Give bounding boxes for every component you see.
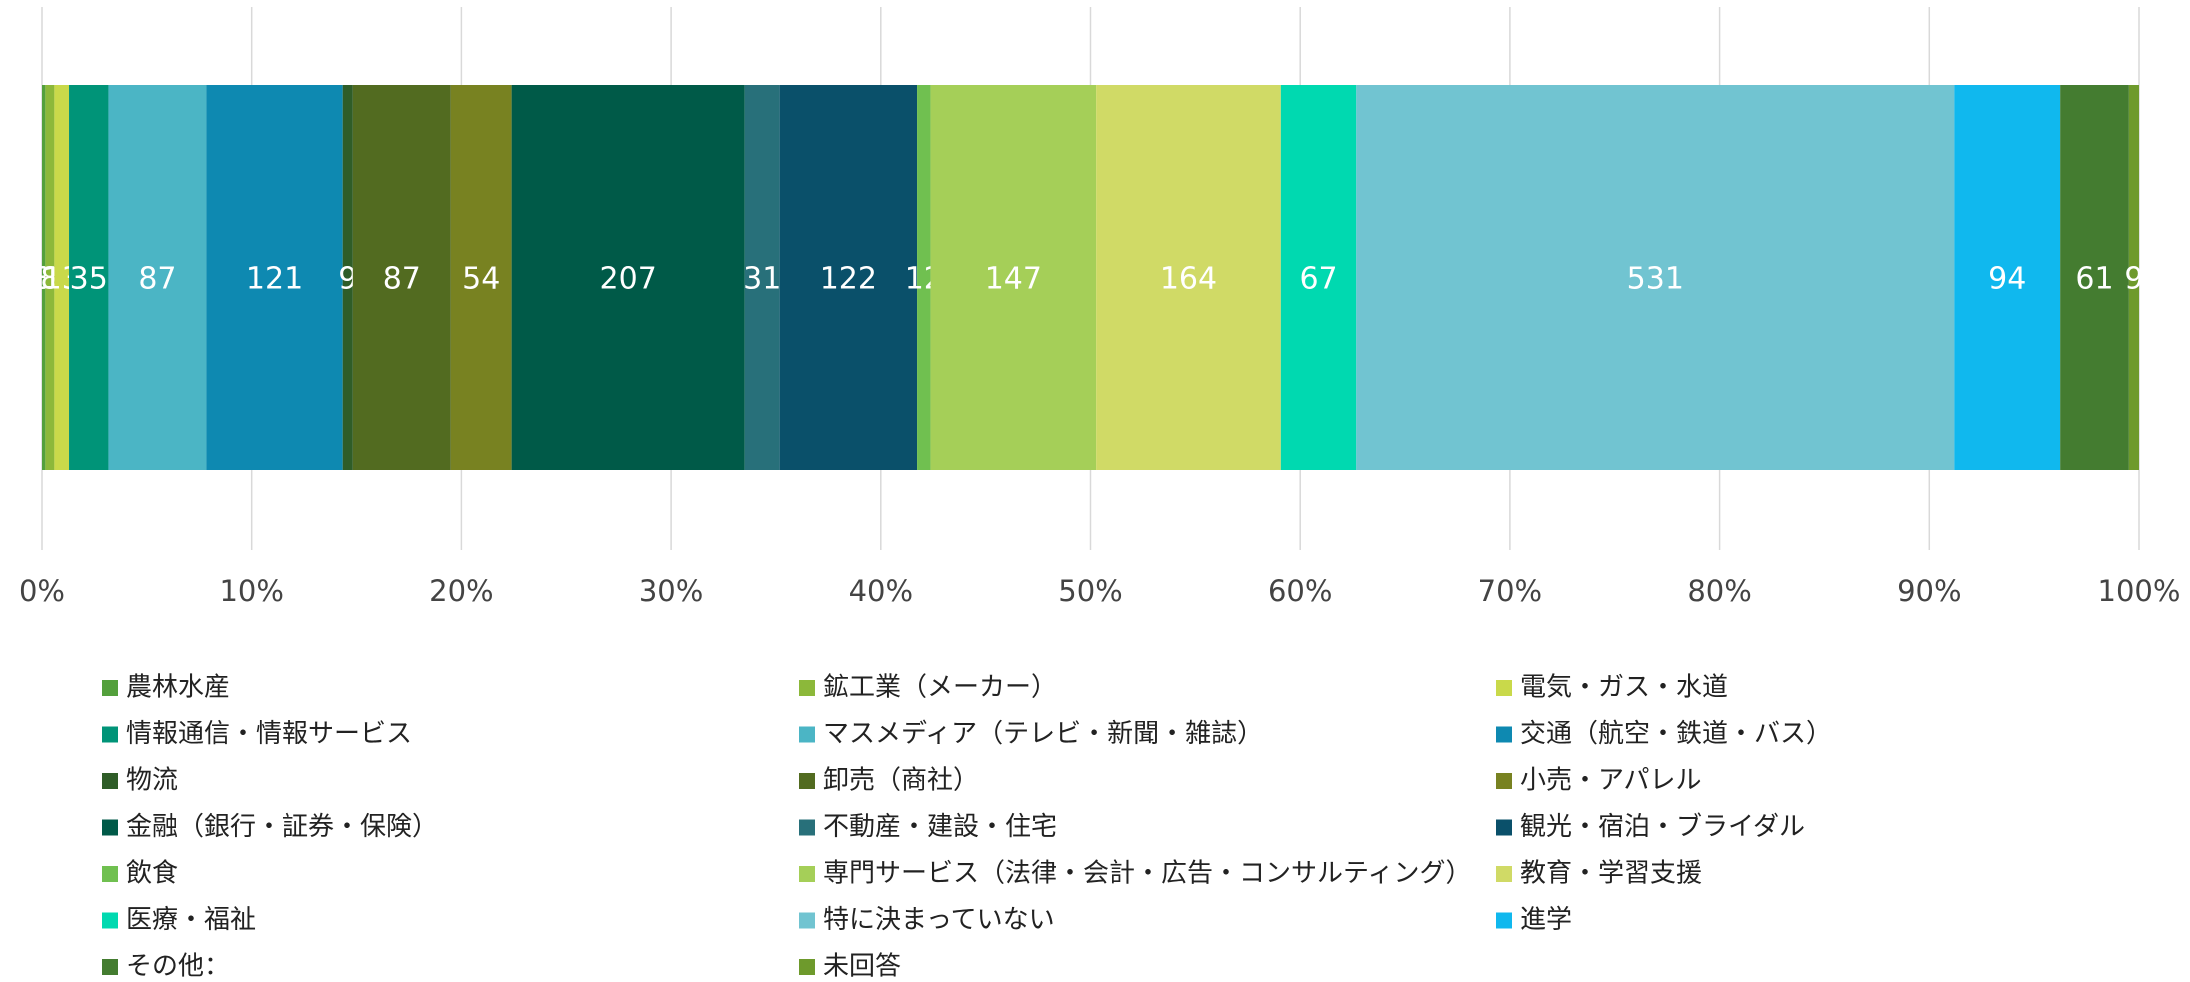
legend-swatch bbox=[102, 866, 118, 882]
legend-swatch bbox=[799, 819, 815, 836]
bar-segment bbox=[917, 85, 931, 470]
bar-segment bbox=[42, 85, 46, 470]
legend-swatch bbox=[1496, 912, 1512, 929]
legend-label: 観光・宿泊・ブライダル bbox=[1520, 812, 1805, 842]
legend-label: 進学 bbox=[1520, 905, 1572, 935]
bar-segment bbox=[2060, 85, 2129, 470]
legend-label: 電気・ガス・水道 bbox=[1520, 673, 1728, 703]
legend-label: 農林水産 bbox=[126, 673, 230, 703]
data-label: 531 bbox=[1627, 262, 1684, 297]
bar-segment bbox=[1096, 85, 1281, 470]
legend-swatch bbox=[799, 866, 815, 882]
bar-segment bbox=[1954, 85, 2061, 470]
legend-swatch bbox=[1496, 680, 1512, 696]
data-label: 94 bbox=[1988, 262, 2026, 297]
data-label: 35 bbox=[70, 262, 108, 297]
legend-swatch bbox=[1496, 866, 1512, 882]
bar-segment bbox=[450, 85, 512, 470]
bar-segment bbox=[45, 85, 55, 470]
data-label: 87 bbox=[138, 262, 176, 297]
data-label: 54 bbox=[462, 262, 500, 297]
data-label: 9 bbox=[338, 262, 357, 297]
legend-swatch bbox=[799, 726, 815, 743]
legend-swatch bbox=[1496, 773, 1512, 789]
legend-swatch bbox=[799, 959, 815, 975]
x-tick-label: 60% bbox=[1268, 574, 1332, 608]
data-label: 207 bbox=[600, 262, 657, 297]
x-tick-label: 80% bbox=[1687, 574, 1751, 608]
legend-label: 物流 bbox=[126, 766, 178, 796]
bar-segment bbox=[1280, 85, 1357, 470]
data-label: 67 bbox=[1299, 262, 1337, 297]
x-tick-label: 0% bbox=[19, 574, 65, 608]
legend-swatch bbox=[1496, 726, 1512, 743]
legend-swatch bbox=[102, 819, 118, 836]
data-label: 31 bbox=[743, 262, 781, 297]
bar-segment bbox=[69, 85, 109, 470]
legend-label: 未回答 bbox=[823, 952, 901, 982]
legend-label: その他： bbox=[126, 952, 230, 982]
legend-swatch bbox=[102, 959, 118, 975]
data-label: 122 bbox=[820, 262, 877, 297]
data-label: 164 bbox=[1160, 262, 1217, 297]
x-tick-label: 30% bbox=[639, 574, 703, 608]
x-tick-label: 10% bbox=[219, 574, 283, 608]
legend-swatch bbox=[102, 773, 118, 789]
legend-label: 交通（航空・鉄道・バス） bbox=[1520, 719, 1832, 749]
legend-label: 飲食 bbox=[126, 859, 178, 889]
x-tick-label: 50% bbox=[1058, 574, 1122, 608]
legend-label: 情報通信・情報サービス bbox=[126, 719, 412, 749]
legend-swatch bbox=[799, 912, 815, 929]
bar-segment bbox=[206, 85, 343, 470]
data-label: 121 bbox=[246, 262, 303, 297]
legend-label: 不動産・建設・住宅 bbox=[823, 812, 1057, 842]
legend-swatch bbox=[102, 726, 118, 743]
legend-label: 専門サービス（法律・会計・広告・コンサルティング） bbox=[823, 859, 1471, 889]
legend-swatch bbox=[799, 680, 815, 696]
legend-label: 金融（銀行・証券・保険） bbox=[126, 812, 438, 842]
bar-segment bbox=[779, 85, 918, 470]
x-tick-label: 100% bbox=[2098, 574, 2181, 608]
data-label: 9 bbox=[2124, 262, 2143, 297]
legend-label: 教育・学習支援 bbox=[1520, 859, 1702, 889]
legend-label: 小売・アパレル bbox=[1520, 766, 1701, 796]
bar-segment bbox=[342, 85, 353, 470]
legend-swatch bbox=[102, 912, 118, 929]
bar-segment bbox=[930, 85, 1097, 470]
legend-label: 特に決まっていない bbox=[823, 905, 1055, 935]
x-tick-label: 90% bbox=[1897, 574, 1961, 608]
legend-swatch bbox=[1496, 819, 1512, 836]
bar-segment bbox=[54, 85, 70, 470]
data-label: 147 bbox=[985, 262, 1042, 297]
bar-segment bbox=[511, 85, 745, 470]
bar-segment bbox=[1356, 85, 1955, 470]
bar-segment bbox=[744, 85, 780, 470]
x-tick-label: 20% bbox=[429, 574, 493, 608]
bar-segment bbox=[108, 85, 207, 470]
legend-label: 鉱工業（メーカー） bbox=[823, 673, 1057, 703]
x-tick-label: 70% bbox=[1478, 574, 1542, 608]
bar-segment bbox=[352, 85, 451, 470]
bar-segment bbox=[2128, 85, 2139, 470]
legend-label: 卸売（商社） bbox=[823, 766, 979, 796]
legend-swatch bbox=[799, 773, 815, 789]
data-label: 61 bbox=[2075, 262, 2113, 297]
x-tick-label: 40% bbox=[849, 574, 913, 608]
legend-label: 医療・福祉 bbox=[126, 905, 256, 935]
legend-label: マスメディア（テレビ・新聞・雑誌） bbox=[823, 719, 1263, 749]
data-label: 87 bbox=[383, 262, 421, 297]
legend-swatch bbox=[102, 680, 118, 696]
